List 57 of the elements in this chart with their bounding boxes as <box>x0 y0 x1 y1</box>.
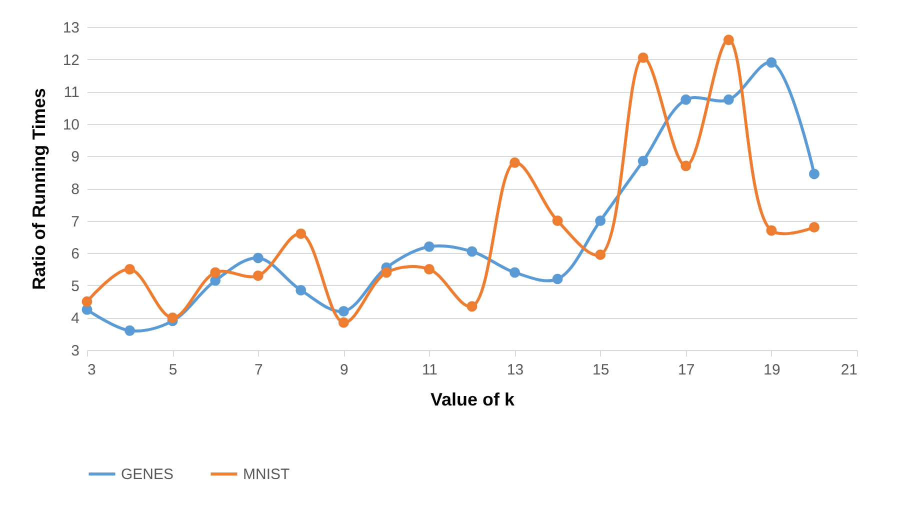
point <box>424 241 434 252</box>
x-tick-label: 9 <box>340 362 348 378</box>
point <box>766 57 777 68</box>
point <box>552 274 563 284</box>
point <box>723 94 734 105</box>
x-tick-label: 11 <box>422 362 438 378</box>
point <box>595 249 606 260</box>
point <box>124 325 136 336</box>
x-tick-label: 7 <box>254 362 263 378</box>
point <box>808 168 820 180</box>
x-axis-title: Value of k <box>430 390 516 410</box>
y-axis-title: Ratio of Running Times <box>28 88 49 290</box>
legend-label: GENES <box>121 466 174 483</box>
x-tick-label: 21 <box>840 362 858 378</box>
y-tick-label: 13 <box>62 20 80 36</box>
point <box>296 285 306 296</box>
y-tick-label: 6 <box>71 246 80 263</box>
y-tick-label: 12 <box>62 52 80 69</box>
point <box>808 222 820 232</box>
point <box>82 296 92 307</box>
y-tick-label: 8 <box>71 181 80 198</box>
point <box>296 228 306 239</box>
point <box>552 216 563 226</box>
point <box>338 317 349 328</box>
x-tick-label: 17 <box>678 362 695 378</box>
y-tick-label: 9 <box>71 148 80 166</box>
y-tick-label: 5 <box>71 278 80 295</box>
legend-label: MNIST <box>243 466 290 483</box>
point <box>638 52 648 63</box>
point <box>638 156 648 166</box>
y-tick-label: 10 <box>62 116 80 134</box>
point <box>680 94 692 105</box>
x-tick-label: 5 <box>168 362 178 378</box>
point <box>466 301 478 312</box>
y-tick-label: 3 <box>71 342 80 360</box>
point <box>210 267 221 278</box>
point <box>252 270 264 281</box>
point <box>510 267 520 278</box>
point <box>167 312 178 323</box>
point <box>381 267 392 278</box>
y-tick-label: 4 <box>71 310 80 328</box>
y-tick-label: 11 <box>64 84 80 102</box>
point <box>595 216 606 226</box>
x-tick-label: 15 <box>592 362 610 378</box>
point <box>252 252 264 264</box>
point <box>466 246 478 257</box>
x-tick-label: 19 <box>764 362 780 378</box>
point <box>723 34 734 46</box>
x-tick-label: 13 <box>506 362 524 378</box>
point <box>424 264 434 274</box>
point <box>766 225 777 236</box>
point <box>680 160 692 172</box>
point <box>510 157 520 168</box>
point <box>124 264 136 274</box>
x-tick-label: 3 <box>88 362 96 378</box>
point <box>338 306 349 316</box>
y-tick-label: 7 <box>71 213 80 230</box>
